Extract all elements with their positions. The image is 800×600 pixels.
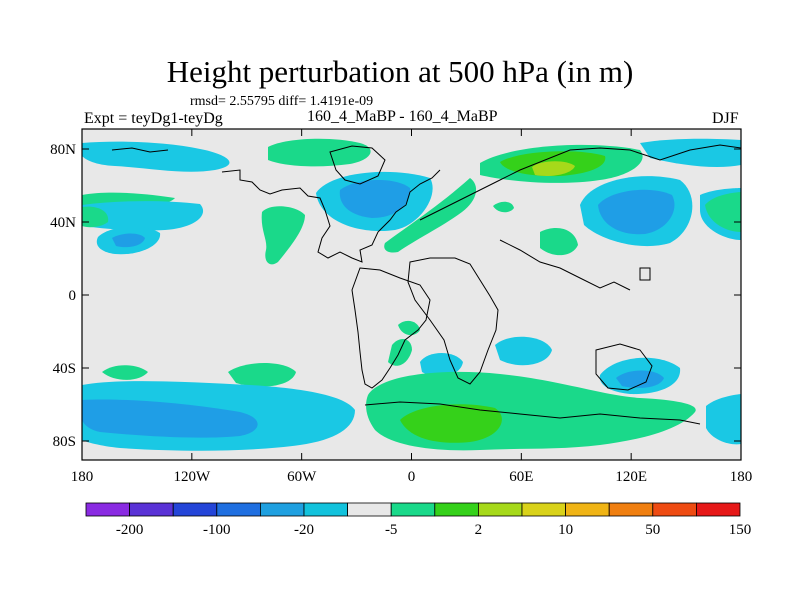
- colorbar-swatch: [608, 502, 654, 517]
- contour-region-south-america-green: [388, 338, 412, 366]
- contour-region-pacific-band: [82, 201, 204, 231]
- experiment-label: Expt = teyDg1-teyDg: [84, 110, 223, 127]
- colorbar-label: 150: [729, 522, 752, 538]
- x-tick-label: 60W: [287, 469, 317, 485]
- colorbar-swatch: [565, 502, 610, 517]
- coast-antarctica: [364, 401, 701, 425]
- colorbar-swatch: [347, 502, 392, 517]
- contour-region-nw-pacific-core: [598, 189, 675, 235]
- colorbar-swatch: [521, 502, 566, 517]
- colorbar-swatch: [172, 502, 218, 517]
- coast-south-asia: [499, 239, 631, 291]
- contour-fills: [82, 138, 741, 451]
- contour-region-south-indian-low: [495, 336, 552, 366]
- contour-region-mediterranean: [493, 201, 514, 213]
- x-axis: 180 120W 60W 0 60E 120E 180: [71, 129, 753, 485]
- coast-eurasia: [419, 144, 741, 221]
- contour-region-south-pacific-green-a: [102, 365, 148, 380]
- coast-greenland: [329, 145, 386, 185]
- contour-region-asia-south: [540, 228, 578, 256]
- colorbar-label: -100: [203, 522, 231, 538]
- colorbar-swatch: [434, 502, 479, 517]
- coast-south-america: [351, 267, 431, 389]
- x-tick-label: 120W: [173, 469, 211, 485]
- colorbar-swatch: [259, 502, 305, 517]
- colorbar-swatch: [216, 502, 261, 517]
- coast-australia: [595, 343, 653, 391]
- map-plot-area: [82, 129, 741, 460]
- colorbar-swatch: [85, 502, 130, 517]
- coast-north-america: [221, 169, 441, 263]
- y-tick-label: 80S: [53, 434, 76, 450]
- contour-region-atlantic-core: [339, 179, 411, 218]
- contour-region-east-edge-green: [705, 192, 741, 232]
- contour-region-south-pacific-core-east: [616, 370, 664, 388]
- contour-region-south-pacific-green-b: [228, 363, 296, 387]
- case-label: 160_4_MaBP - 160_4_MaBP: [307, 108, 498, 125]
- x-tick-label: 180: [730, 469, 753, 485]
- contour-region-south-atlantic-small: [398, 320, 420, 336]
- colorbar-swatch: [477, 502, 523, 517]
- x-tick-label: 120E: [615, 469, 647, 485]
- colorbar: [85, 502, 741, 517]
- colorbar-label: 2: [475, 522, 483, 538]
- contour-region-southern-pacific-core: [82, 399, 258, 438]
- colorbar-label: -5: [385, 522, 398, 538]
- contour-region-america-arc: [261, 206, 305, 265]
- colorbar-labels: -200 -100 -20 -5 2 10 50 150: [116, 522, 751, 538]
- coastlines: [111, 144, 741, 425]
- colorbar-swatch: [390, 502, 436, 517]
- y-tick-label: 0: [69, 288, 77, 304]
- contour-region-southern-ocean-bright: [400, 404, 502, 443]
- map-title: Height perturbation at 500 hPa (in m): [166, 54, 634, 89]
- contour-region-arctic-green: [268, 138, 371, 167]
- contour-region-south-atlantic-low: [420, 353, 463, 377]
- colorbar-swatch: [303, 502, 348, 517]
- y-tick-label: 40N: [50, 215, 76, 231]
- coast-arctic-islands: [111, 147, 651, 281]
- contour-region-asia-peak: [532, 161, 575, 176]
- stats-label: rmsd= 2.55795 diff= 1.4191e-09: [190, 94, 374, 109]
- y-tick-label: 80N: [50, 142, 76, 158]
- contour-region-subtropic-pacific-core: [112, 233, 145, 248]
- x-tick-label: 60E: [509, 469, 533, 485]
- colorbar-label: 10: [558, 522, 573, 538]
- y-tick-label: 40S: [53, 361, 76, 377]
- x-tick-label: 180: [71, 469, 94, 485]
- colorbar-swatch: [696, 502, 741, 517]
- coast-africa: [407, 257, 499, 385]
- x-tick-label: 0: [408, 469, 416, 485]
- y-axis: 80N 40N 0 40S 80S: [50, 142, 741, 450]
- season-label: DJF: [712, 110, 739, 127]
- colorbar-label: 50: [645, 522, 660, 538]
- colorbar-label: -20: [294, 522, 314, 538]
- colorbar-swatch: [652, 502, 697, 517]
- colorbar-label: -200: [116, 522, 144, 538]
- colorbar-swatch: [129, 502, 174, 517]
- contour-region-south-east-edge: [706, 394, 741, 445]
